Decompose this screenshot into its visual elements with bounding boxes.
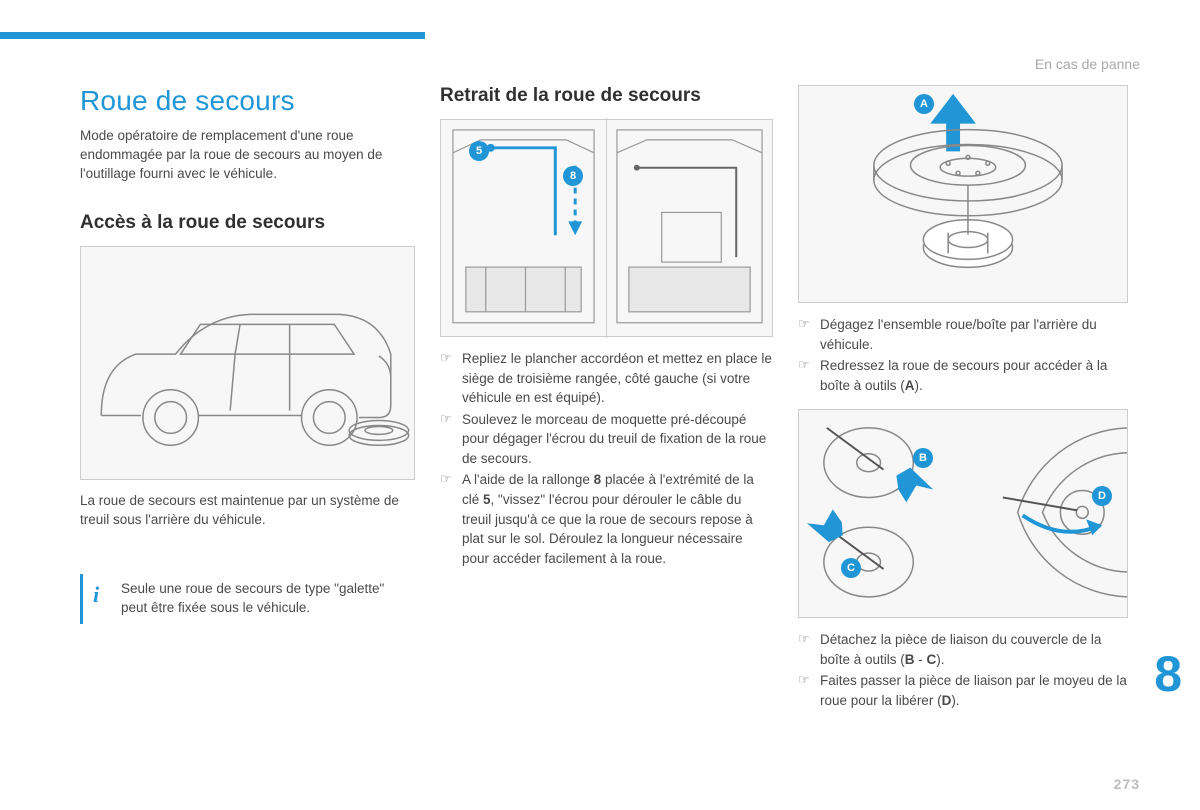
figure-release-right: D: [963, 408, 1127, 619]
subheading-removal: Retrait de la roue de secours: [440, 85, 773, 107]
column-1: Roue de secours Mode opératoire de rempl…: [80, 85, 415, 713]
steps-wheel: Dégagez l'ensemble roue/boîte par l'arri…: [798, 315, 1128, 395]
step-item: Détachez la pièce de liaison du couvercl…: [798, 630, 1128, 669]
info-box: i Seule une roue de secours de type "gal…: [80, 574, 415, 624]
page-number: 273: [1114, 776, 1140, 792]
figure-vehicle: [80, 246, 415, 480]
step-item: Soulevez le morceau de moquette pré-déco…: [440, 410, 773, 469]
info-icon: i: [93, 580, 99, 611]
step-item: Faites passer la pièce de liaison par le…: [798, 671, 1128, 710]
step-item: A l'aide de la rallonge 8 placée à l'ext…: [440, 470, 773, 568]
figure-trunk: 5 8: [440, 119, 773, 337]
header-blue-bar: [0, 32, 425, 39]
steps-release: Détachez la pièce de liaison du couvercl…: [798, 630, 1128, 710]
figure-release-left: B C: [799, 408, 963, 619]
chapter-number: 8: [1154, 645, 1182, 703]
info-text: Seule une roue de secours de type "galet…: [121, 581, 384, 615]
steps-removal: Repliez le plancher accordéon et mettez …: [440, 349, 773, 568]
label-A: A: [914, 94, 934, 114]
page-content: Roue de secours Mode opératoire de rempl…: [80, 85, 1145, 713]
figure-trunk-right: [607, 118, 772, 338]
figure-release: B C: [798, 409, 1128, 618]
section-header: En cas de panne: [1035, 56, 1140, 72]
figure-caption: La roue de secours est maintenue par un …: [80, 492, 415, 530]
intro-text: Mode opératoire de remplacement d'une ro…: [80, 127, 415, 184]
column-3: A Dégagez l'ensemble roue/boîte par l'ar…: [798, 85, 1128, 713]
page-title: Roue de secours: [80, 85, 415, 117]
column-2: Retrait de la roue de secours: [440, 85, 773, 713]
step-item: Repliez le plancher accordéon et mettez …: [440, 349, 773, 408]
figure-wheel-lift: A: [798, 85, 1128, 303]
step-item: Redressez la roue de secours pour accéde…: [798, 356, 1128, 395]
figure-trunk-left: 5 8: [441, 118, 607, 338]
subheading-access: Accès à la roue de secours: [80, 212, 415, 234]
step-item: Dégagez l'ensemble roue/boîte par l'arri…: [798, 315, 1128, 354]
